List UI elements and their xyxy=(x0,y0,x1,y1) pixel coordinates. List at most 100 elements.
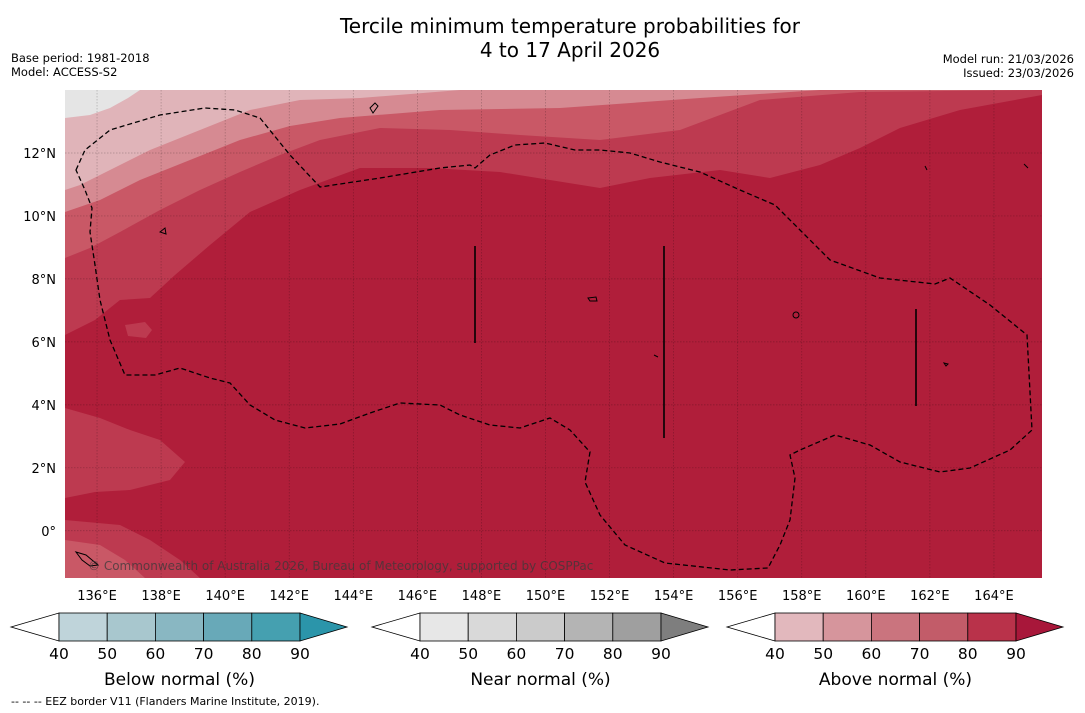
above-50-region xyxy=(65,90,460,190)
island-9 xyxy=(924,165,928,171)
colorbar: 40 50 60 70 80 90 Below normal (%) xyxy=(9,612,349,690)
lon-label: 164°E xyxy=(974,589,1014,604)
colorbar-upper-extension xyxy=(299,612,349,642)
lon-label: 140°E xyxy=(205,589,245,604)
colorbar-tick-label: 70 xyxy=(910,645,930,663)
map-title: Tercile minimum temperature probabilitie… xyxy=(0,14,1085,62)
colorbars: 40 50 60 70 80 90 Below normal (%) 40 50 60 70 80 90… xyxy=(9,612,1065,690)
above-80-lower-left xyxy=(65,408,185,498)
lon-label: 152°E xyxy=(590,589,630,604)
lon-label: 144°E xyxy=(334,589,374,604)
colorbar-tick-label: 60 xyxy=(146,645,166,663)
colorbar-lower-extension xyxy=(725,612,776,642)
model-run-text: Model run: 21/03/2026 xyxy=(942,52,1074,66)
above-80-region xyxy=(65,90,1042,335)
colorbar-upper-extension xyxy=(660,612,710,642)
colorbar-segment xyxy=(919,612,969,642)
colorbar-segment xyxy=(564,612,614,642)
island-1 xyxy=(369,102,379,114)
island-2 xyxy=(158,227,167,235)
colorbar-segment xyxy=(967,612,1017,642)
colorbar-tick-label: 50 xyxy=(458,645,478,663)
longitude-labels: 136°E 138°E 140°E 142°E 144°E 146°E 148°E 150°E… xyxy=(77,589,1013,604)
above-70-bottom-left xyxy=(65,540,145,578)
zonal-lines xyxy=(474,246,917,438)
above-70-region xyxy=(65,90,1042,258)
colorbar-segment xyxy=(106,612,156,642)
near-normal-region xyxy=(65,90,140,118)
islands xyxy=(74,102,1029,567)
colorbar-segment xyxy=(871,612,921,642)
colorbar-segment xyxy=(154,612,204,642)
lat-label: 0° xyxy=(41,525,56,540)
island-8 xyxy=(1023,163,1029,169)
colorbar-lower-extension xyxy=(370,612,421,642)
lon-label: 150°E xyxy=(526,589,566,604)
colorbar-segment xyxy=(822,612,872,642)
colorbar-tick-label: 50 xyxy=(813,645,833,663)
colorbar: 40 50 60 70 80 90 Near normal (%) xyxy=(370,612,710,690)
colorbar-tick-label: 50 xyxy=(97,645,117,663)
lat-label: 4°N xyxy=(32,399,57,414)
colorbar-tick-label: 40 xyxy=(765,645,785,663)
model-text: Model: ACCESS-S2 xyxy=(11,65,118,79)
lon-label: 148°E xyxy=(462,589,502,604)
lat-label: 10°N xyxy=(23,210,56,225)
colorbar-tick-label: 90 xyxy=(290,645,310,663)
island-4 xyxy=(587,296,598,302)
island-3 xyxy=(792,311,800,319)
lat-label: 8°N xyxy=(32,273,57,288)
colorbar-segment xyxy=(419,612,469,642)
title-line-1: Tercile minimum temperature probabilitie… xyxy=(339,14,801,38)
colorbar-segment xyxy=(774,612,824,642)
colorbar-tick-label: 70 xyxy=(555,645,575,663)
island-7 xyxy=(653,354,659,358)
colorbar-segment xyxy=(58,612,108,642)
lon-label: 136°E xyxy=(77,589,117,604)
colorbar-tick-label: 40 xyxy=(49,645,69,663)
colorbar-segment xyxy=(516,612,566,642)
island-6 xyxy=(942,362,949,367)
lon-label: 156°E xyxy=(718,589,758,604)
colorbar-title: Near normal (%) xyxy=(470,670,610,690)
lon-label: 142°E xyxy=(269,589,309,604)
lon-label: 160°E xyxy=(846,589,886,604)
colorbar-tick-label: 80 xyxy=(603,645,623,663)
colorbar-tick-label: 80 xyxy=(958,645,978,663)
lat-label: 12°N xyxy=(23,147,56,162)
eez-border xyxy=(75,107,1033,571)
colorbar-tick-label: 80 xyxy=(242,645,262,663)
colorbar-tick-label: 90 xyxy=(651,645,671,663)
lat-label: 2°N xyxy=(32,462,57,477)
title-line-2: 4 to 17 April 2026 xyxy=(479,38,661,62)
colorbar-segment xyxy=(612,612,662,642)
above-60-region xyxy=(65,90,820,212)
lon-label: 158°E xyxy=(782,589,822,604)
colorbar-title: Below normal (%) xyxy=(104,670,255,690)
issued-text: Issued: 23/03/2026 xyxy=(963,66,1074,80)
colorbar-lower-extension xyxy=(9,612,60,642)
colorbar-segment xyxy=(251,612,301,642)
colorbar-tick-label: 60 xyxy=(507,645,527,663)
colorbar-tick-label: 60 xyxy=(862,645,882,663)
copyright-text: © Commonwealth of Australia 2026, Bureau… xyxy=(88,559,593,573)
lat-label: 6°N xyxy=(32,336,57,351)
colorbar-title: Above normal (%) xyxy=(819,670,972,690)
probability-field: © Commonwealth of Australia 2026, Bureau… xyxy=(65,90,1042,578)
meta-right: Model run: 21/03/2026 Issued: 23/03/2026 xyxy=(943,52,1074,80)
lon-label: 162°E xyxy=(910,589,950,604)
colorbar-segment xyxy=(203,612,253,642)
island-5 xyxy=(74,551,100,567)
lon-label: 154°E xyxy=(654,589,694,604)
colorbar-upper-extension xyxy=(1015,612,1065,642)
colorbar-tick-label: 40 xyxy=(410,645,430,663)
graticule xyxy=(65,90,1042,578)
colorbar-tick-label: 70 xyxy=(194,645,214,663)
lon-label: 138°E xyxy=(141,589,181,604)
above-80-spot xyxy=(125,322,152,338)
eez-footnote: -- -- -- EEZ border V11 (Flanders Marine… xyxy=(11,695,320,708)
colorbar-segment xyxy=(467,612,517,642)
colorbar-tick-label: 90 xyxy=(1006,645,1026,663)
meta-left: Base period: 1981-2018 Model: ACCESS-S2 xyxy=(11,51,150,79)
